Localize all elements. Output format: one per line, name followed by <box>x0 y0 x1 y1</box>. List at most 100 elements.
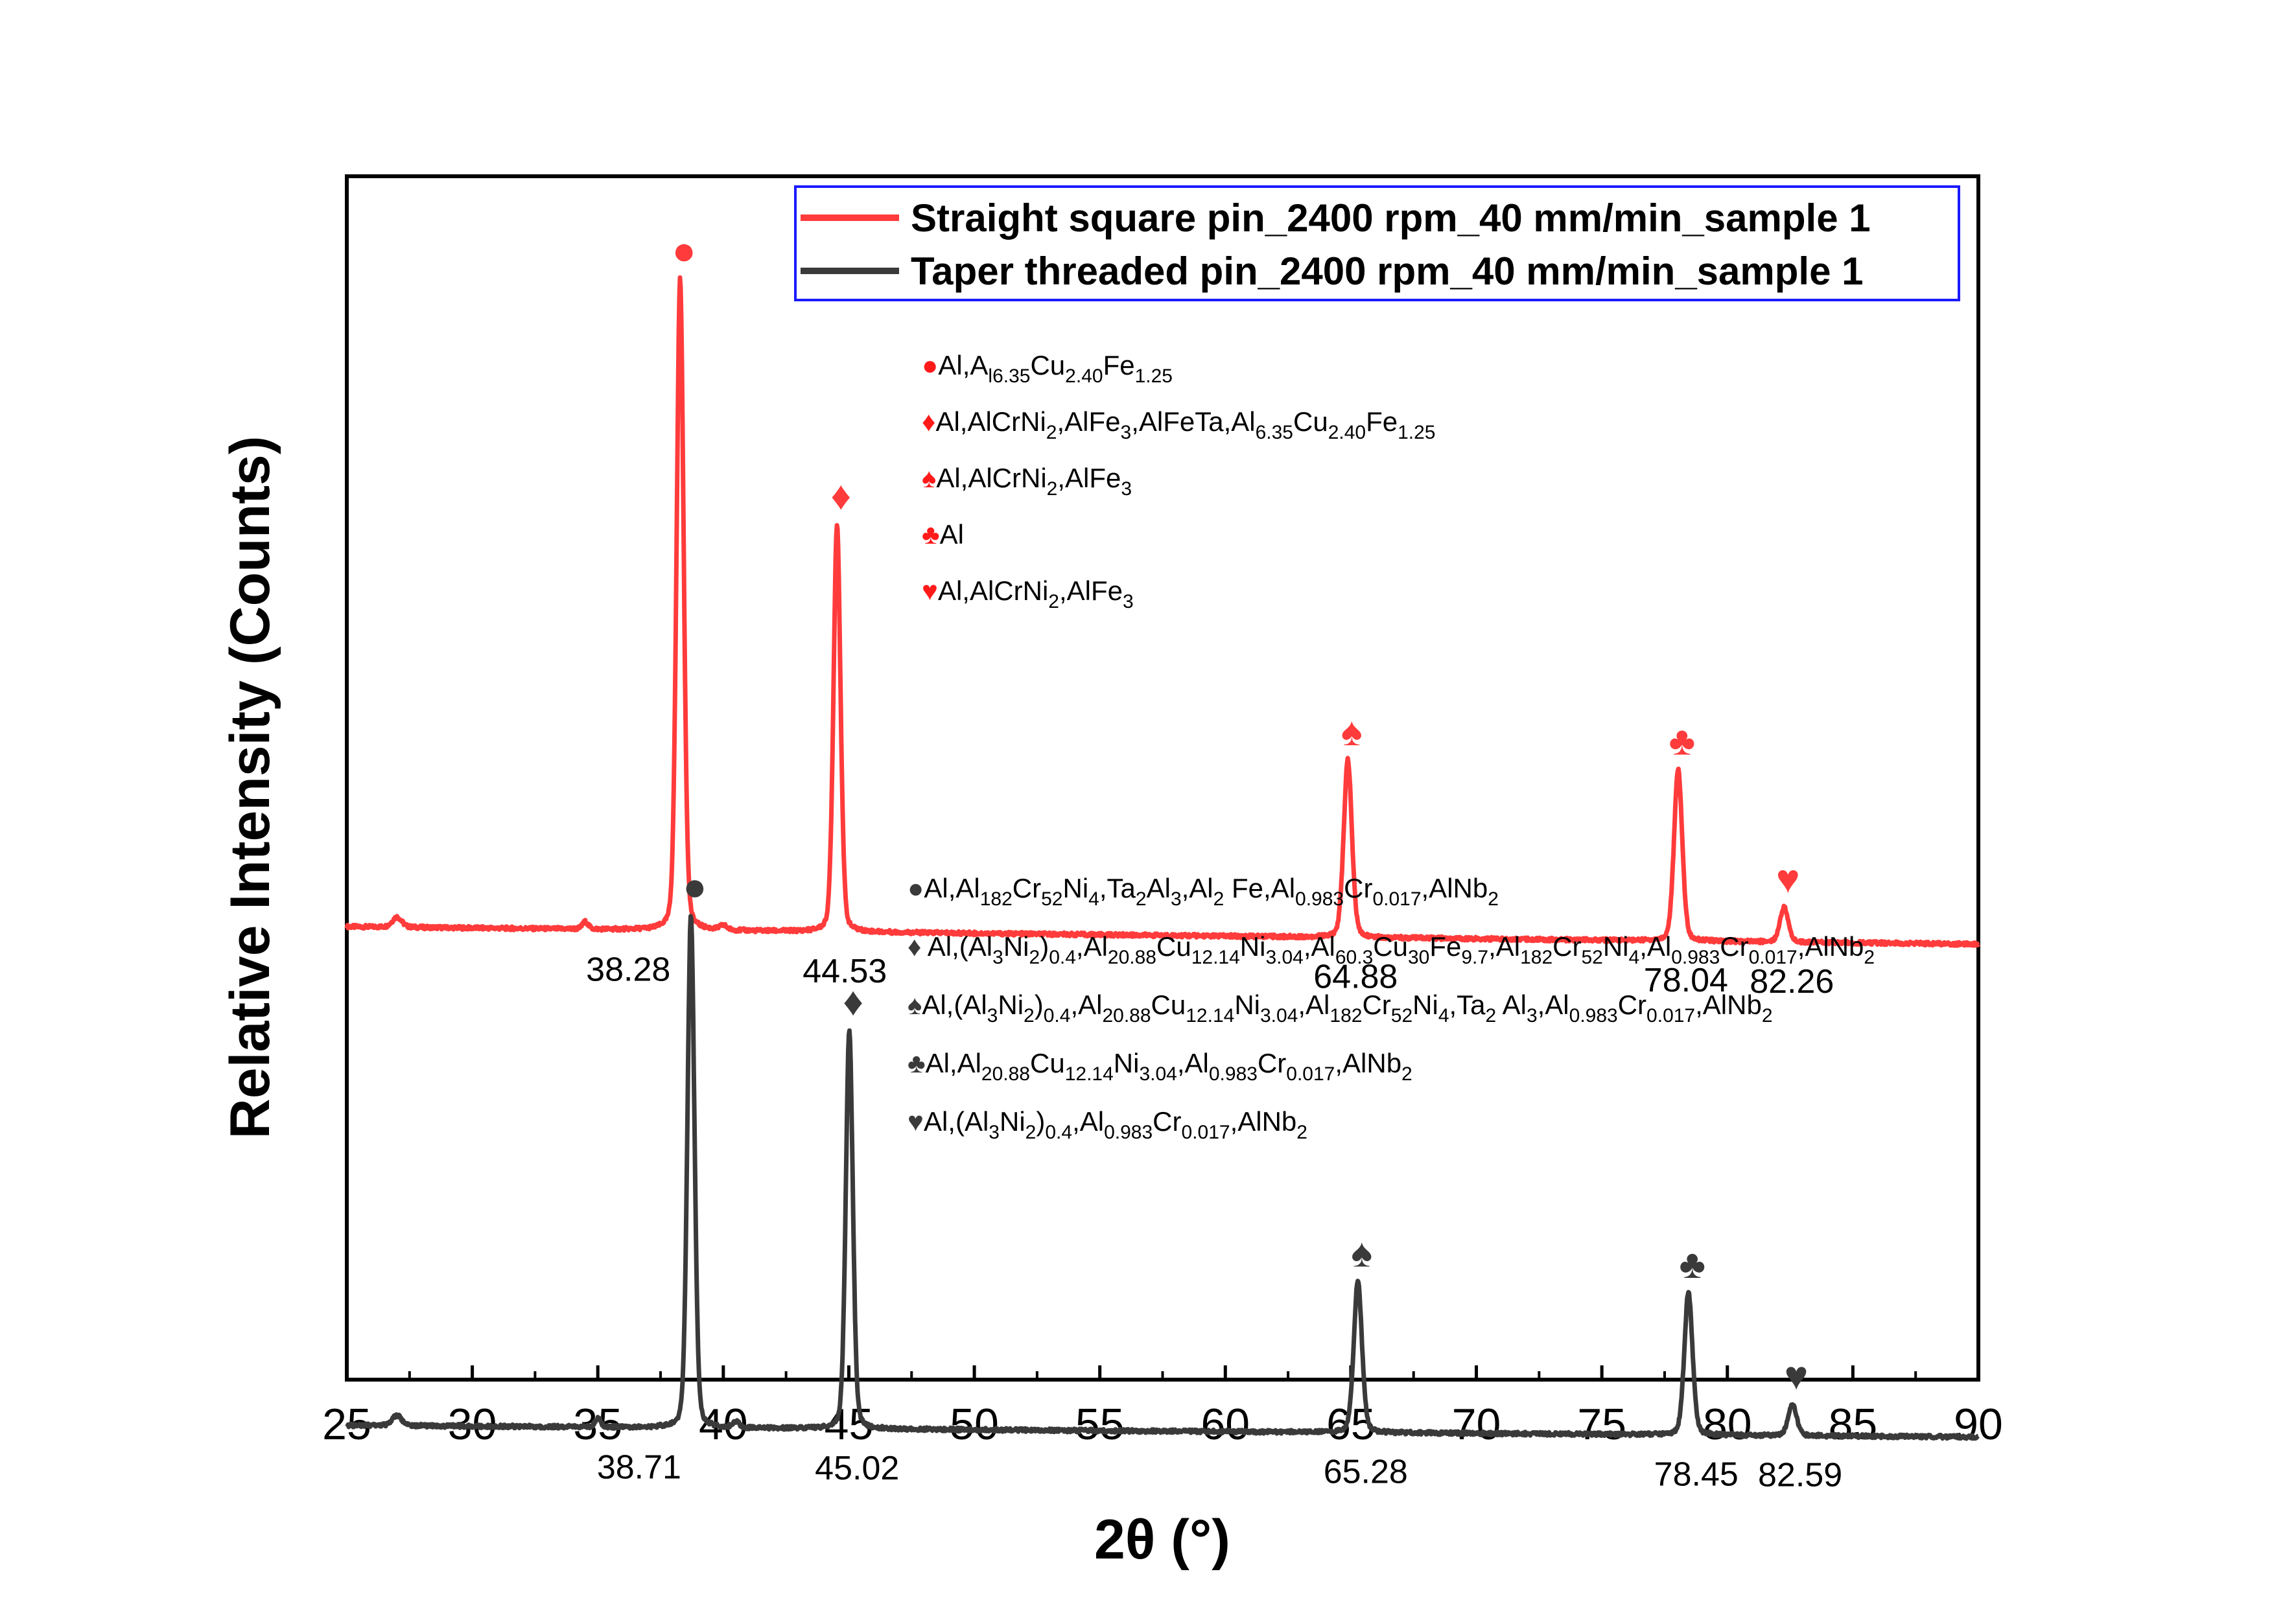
annotation-segment: Al <box>940 519 964 550</box>
legend-label: Taper threaded pin_2400 rpm_40 mm/min_sa… <box>911 249 1864 293</box>
annotation-segment: Fe,Al <box>1224 873 1295 903</box>
subscript: 52 <box>1391 1005 1412 1026</box>
subscript: 0.983 <box>1295 888 1344 910</box>
peak-marker-icon: ● <box>683 864 707 909</box>
peak-value-label: 82.26 <box>1750 963 1834 1001</box>
annotation-segment: ,Al <box>1538 990 1569 1020</box>
subscript: 0.017 <box>1372 888 1421 910</box>
subscript: 2 <box>1864 947 1875 968</box>
annotation-segment: Al,AlCrNi <box>935 406 1046 437</box>
annotation-segment: Cu <box>1373 931 1408 962</box>
annotation-segment: Al,(Al <box>921 931 992 962</box>
annotation-segment: ,AlNb <box>1335 1048 1401 1078</box>
subscript: 60.3 <box>1335 947 1373 968</box>
phase-symbol-icon: ● <box>908 873 924 903</box>
subscript: 30 <box>1408 947 1429 968</box>
x-tick-label: 80 <box>1703 1400 1752 1449</box>
annotation-segment: Cr <box>1618 990 1646 1020</box>
annotation-segment: Ni <box>1240 931 1266 962</box>
subscript: 2 <box>1762 1005 1773 1026</box>
phase-annotation: ♣Al <box>922 519 964 550</box>
annotation-segment: ,Al <box>1639 931 1671 962</box>
subscript: 20.88 <box>1102 1005 1151 1026</box>
annotation-segment: ,AlNb <box>1422 873 1488 903</box>
annotation-segment: Cr <box>1344 873 1372 903</box>
annotation-segment: ,Al <box>1488 931 1520 962</box>
peak-value-label: 78.04 <box>1644 962 1728 999</box>
phase-annotation: ♦Al,AlCrNi2​,AlFe3​,AlFeTa,Al6.35​Cu2.40… <box>922 406 1435 443</box>
subscript: 2.40 <box>1065 365 1103 387</box>
x-tick-label: 50 <box>950 1400 999 1449</box>
x-tick-label: 60 <box>1201 1400 1250 1449</box>
phase-symbol-icon: ♠ <box>922 463 936 493</box>
annotation-segment: ) <box>1036 1106 1045 1137</box>
peak-marker-icon: ♥ <box>1776 857 1800 902</box>
annotation-segment: ) <box>1035 990 1044 1020</box>
phase-symbol-icon: ♠ <box>908 990 922 1020</box>
subscript: 0.017 <box>1646 1005 1695 1026</box>
annotation-segment: Al,(Al <box>922 990 987 1020</box>
annotation-segment: ,AlFe <box>1059 575 1123 606</box>
subscript: 0.4 <box>1045 1122 1072 1143</box>
subscript: 2 <box>1046 422 1057 443</box>
annotation-segment: ,AlNb <box>1798 931 1864 962</box>
subscript: 3 <box>989 1122 1000 1143</box>
annotation-segment: Al,AlCrNi <box>938 575 1048 606</box>
annotation-segment: ,AlNb <box>1230 1106 1297 1137</box>
annotation-segment: Al <box>1496 990 1527 1020</box>
annotation-segment: ,Ta <box>1449 990 1486 1020</box>
annotation-segment: ,Al <box>1182 873 1213 903</box>
peak-value-label: 78.45 <box>1654 1455 1739 1493</box>
annotation-segment: ,Al <box>1304 931 1335 962</box>
annotation-segment: Al,(Al <box>924 1106 989 1137</box>
peak-marker-icon: ♥ <box>1785 1354 1809 1398</box>
x-tick-label: 85 <box>1829 1400 1878 1449</box>
annotation-segment: ,AlFe <box>1057 463 1121 493</box>
subscript: 0.017 <box>1749 947 1798 968</box>
subscript: 0.4 <box>1049 947 1076 968</box>
subscript: 0.983 <box>1209 1063 1258 1085</box>
peak-marker-icon: ♦ <box>843 979 863 1024</box>
peak-value-label: 44.53 <box>802 953 887 990</box>
phase-annotation: ♥Al,AlCrNi2​,AlFe3​ <box>922 575 1134 612</box>
subscript: 20.88 <box>981 1063 1030 1085</box>
subscript: l6.35 <box>988 365 1030 387</box>
annotation-segment: Ni <box>1603 931 1629 962</box>
subscript: 1.25 <box>1135 365 1173 387</box>
series-line <box>345 914 1980 1441</box>
peak-marker-icon: ● <box>672 229 696 273</box>
annotation-segment: Cr <box>1258 1048 1286 1078</box>
subscript: 2.40 <box>1328 422 1366 443</box>
annotation-segment: Cr <box>1153 1106 1181 1137</box>
subscript: 52 <box>1041 888 1062 910</box>
annotation-segment: Fe <box>1429 931 1461 962</box>
subscript: 20.88 <box>1108 947 1156 968</box>
annotation-segment: Fe <box>1103 350 1135 380</box>
subscript: 2 <box>1136 888 1147 910</box>
subscript: 1.25 <box>1398 422 1435 443</box>
subscript: 2 <box>1025 1122 1037 1143</box>
subscript: 2 <box>1048 591 1059 612</box>
subscript: 9.7 <box>1461 947 1488 968</box>
phase-symbol-icon: ♣ <box>908 1048 926 1078</box>
annotation-segment: Al,A <box>938 350 988 380</box>
subscript: 0.983 <box>1104 1122 1153 1143</box>
subscript: 3 <box>1121 478 1132 500</box>
subscript: 3 <box>1123 591 1134 612</box>
phase-annotation: ●Al,Al182​Cr52​Ni4​,Ta2​Al3​,Al2​ Fe,Al0… <box>908 873 1499 910</box>
peak-value-label: 64.88 <box>1313 958 1398 996</box>
phase-annotations-layer: ●Al,Al6.35​Cu2.40​Fe1.25​♦Al,AlCrNi2​,Al… <box>908 350 1875 1143</box>
annotation-segment: ,AlNb <box>1695 990 1762 1020</box>
x-tick-label: 90 <box>1954 1400 2003 1449</box>
phase-annotation: ♥Al,(Al3​Ni2​)0.4​,Al0.983​Cr0.017​,AlNb… <box>908 1106 1307 1143</box>
subscript: 3 <box>1527 1005 1538 1026</box>
phase-symbol-icon: ♥ <box>908 1106 924 1137</box>
peak-marker-icon: ♠ <box>1351 1231 1372 1276</box>
annotation-segment: ,Al <box>1177 1048 1209 1078</box>
annotation-segment: ,Al <box>1076 931 1108 962</box>
subscript: 0.017 <box>1181 1122 1230 1143</box>
x-tick-label: 75 <box>1577 1400 1626 1449</box>
phase-annotation: ♠Al,AlCrNi2​,AlFe3​ <box>922 463 1132 500</box>
annotation-segment: Cu <box>1030 350 1065 380</box>
